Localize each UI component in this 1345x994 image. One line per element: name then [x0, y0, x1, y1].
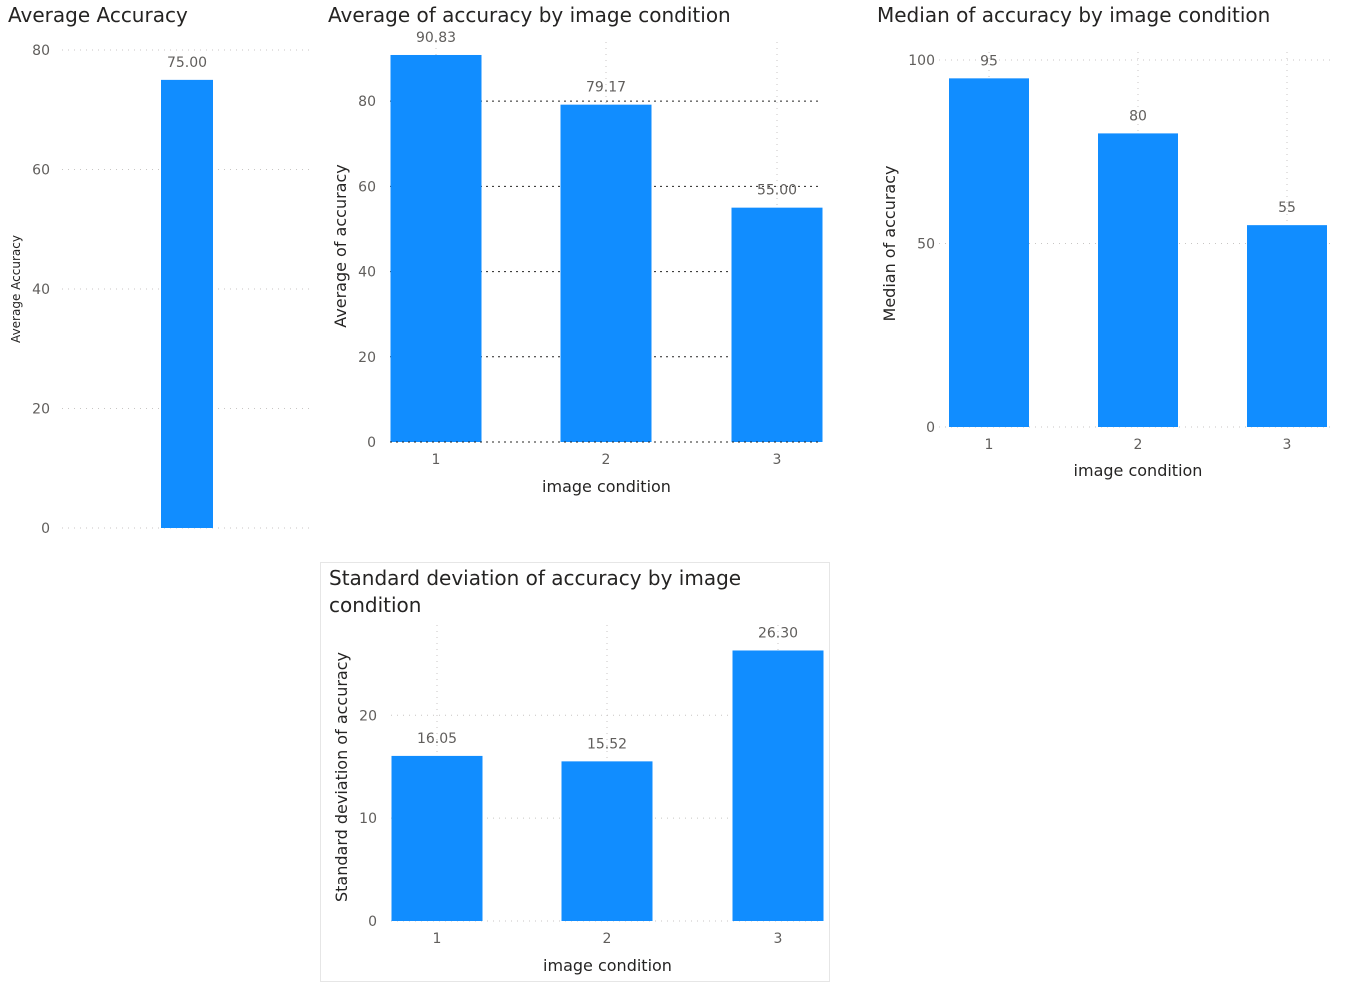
y-tick-label: 20	[32, 402, 50, 418]
y-axis-title: Average Accuracy	[9, 235, 23, 343]
x-tick-label: 3	[774, 931, 783, 947]
y-axis-title: Standard deviation of accuracy	[332, 652, 351, 902]
data-label: 55	[1278, 200, 1296, 216]
data-label: 75.00	[167, 55, 207, 71]
y-tick-label: 60	[32, 163, 50, 179]
avg-by-condition-visual[interactable]: Average of accuracy by image condition 0…	[320, 0, 830, 545]
x-axis-title: image condition	[542, 477, 671, 496]
data-label: 90.83	[416, 30, 456, 46]
y-tick-label: 50	[917, 237, 935, 253]
x-tick-label: 2	[603, 931, 612, 947]
bar[interactable]	[1247, 225, 1327, 427]
x-tick-label: 2	[602, 452, 611, 468]
y-tick-label: 40	[358, 265, 376, 281]
y-tick-label: 80	[32, 43, 50, 59]
bar[interactable]	[561, 761, 653, 921]
data-label: 80	[1129, 108, 1147, 124]
x-tick-label: 1	[985, 437, 994, 453]
median-by-condition-title: Median of accuracy by image condition	[877, 3, 1271, 27]
x-axis-title: image condition	[543, 956, 672, 975]
y-tick-label: 40	[32, 282, 50, 298]
data-label: 55.00	[757, 183, 797, 199]
bar[interactable]	[560, 104, 652, 442]
bar[interactable]	[391, 755, 483, 921]
y-axis-title: Median of accuracy	[880, 166, 899, 322]
bar[interactable]	[390, 54, 482, 442]
y-tick-label: 100	[908, 53, 935, 69]
std-by-condition-visual[interactable]: Standard deviation of accuracy by image …	[320, 562, 830, 982]
x-tick-label: 1	[432, 452, 441, 468]
y-tick-label: 0	[926, 420, 935, 436]
avg-accuracy-visual[interactable]: Average Accuracy 0 20 40 60 80 75.00 Average A…	[0, 0, 318, 545]
avg-accuracy-title: Average Accuracy	[8, 3, 188, 27]
x-tick-label: 1	[433, 931, 442, 947]
median-by-condition-visual[interactable]: Median of accuracy by image condition 0 5…	[869, 0, 1339, 545]
bar[interactable]	[161, 79, 213, 528]
data-label: 15.52	[587, 736, 627, 752]
data-label: 95	[980, 53, 998, 69]
avg-by-condition-title: Average of accuracy by image condition	[328, 3, 731, 27]
std-by-condition-chart: 0 10 20 16.05 1 15.52 2 26.30 3 image condition St…	[332, 625, 824, 975]
y-tick-label: 0	[367, 435, 376, 451]
y-tick-label: 0	[368, 914, 377, 930]
bar[interactable]	[1098, 133, 1178, 427]
y-tick-label: 20	[359, 708, 377, 724]
median-by-condition-chart: 0 50 100 95 1 80 2 55 3 image condition Median of …	[880, 52, 1331, 480]
x-tick-label: 3	[1283, 437, 1292, 453]
y-tick-label: 0	[41, 521, 50, 537]
y-tick-label: 60	[358, 179, 376, 195]
data-label: 26.30	[758, 625, 798, 641]
avg-by-condition-chart: 0 20 40 60 80 90.83 1 79.17 2 55.00 3 image conditi…	[331, 30, 823, 496]
y-axis-title: Average of accuracy	[331, 164, 350, 327]
bar[interactable]	[732, 650, 824, 921]
avg-accuracy-chart: 0 20 40 60 80 75.00 Average Accuracy	[9, 43, 312, 537]
y-tick-label: 10	[359, 811, 377, 827]
x-tick-label: 2	[1134, 437, 1143, 453]
std-by-condition-title: Standard deviation of accuracy by image …	[329, 566, 742, 617]
y-tick-label: 80	[358, 94, 376, 110]
bar[interactable]	[731, 207, 823, 442]
bar[interactable]	[949, 78, 1029, 427]
x-axis-title: image condition	[1074, 461, 1203, 480]
data-label: 79.17	[586, 80, 626, 96]
x-tick-label: 3	[773, 452, 782, 468]
y-tick-label: 20	[358, 350, 376, 366]
data-label: 16.05	[417, 731, 457, 747]
